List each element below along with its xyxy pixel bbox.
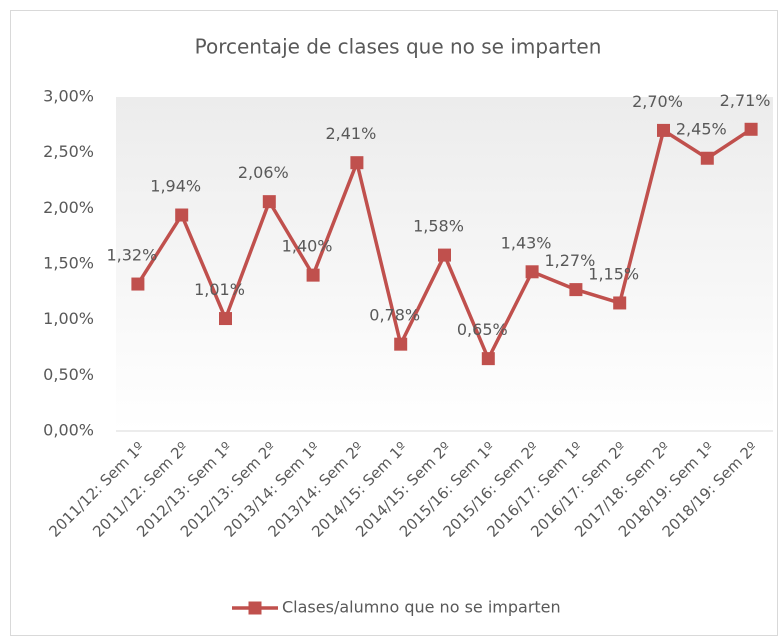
marker xyxy=(438,248,451,262)
chart-title: Porcentaje de clases que no se imparten xyxy=(195,35,602,59)
marker xyxy=(306,268,320,282)
data-label: 1,15% xyxy=(588,264,639,283)
legend-label: Clases/alumno que no se imparten xyxy=(282,598,561,617)
marker xyxy=(744,122,758,136)
data-label: 2,71% xyxy=(720,91,771,110)
data-label: 1,58% xyxy=(413,217,464,236)
legend-marker xyxy=(248,601,262,615)
marker xyxy=(657,123,670,137)
data-label: 1,27% xyxy=(544,251,595,270)
y-tick-label: 1,50% xyxy=(43,254,94,273)
y-tick-label: 0,00% xyxy=(43,421,94,440)
y-tick-label: 3,00% xyxy=(43,87,94,106)
y-tick-label: 1,00% xyxy=(43,309,94,328)
y-tick-label: 2,00% xyxy=(43,198,94,217)
data-label: 0,65% xyxy=(457,320,508,339)
marker xyxy=(262,195,276,209)
y-tick-label: 2,50% xyxy=(43,142,94,161)
marker xyxy=(525,265,539,279)
marker xyxy=(131,277,145,291)
marker xyxy=(394,337,408,351)
data-label: 1,40% xyxy=(282,237,333,256)
data-label: 0,78% xyxy=(369,306,420,325)
data-label: 2,06% xyxy=(238,163,289,182)
y-tick-label: 0,50% xyxy=(43,365,94,384)
data-label: 1,43% xyxy=(501,233,552,252)
data-label: 1,94% xyxy=(150,177,201,196)
data-label: 1,01% xyxy=(194,280,245,299)
data-label: 1,32% xyxy=(106,246,157,265)
marker xyxy=(481,352,495,366)
marker xyxy=(175,208,189,222)
data-label: 2,45% xyxy=(676,120,727,139)
marker xyxy=(613,296,627,310)
marker xyxy=(350,156,364,170)
marker xyxy=(219,312,232,326)
data-label: 2,41% xyxy=(325,124,376,143)
marker xyxy=(569,283,583,297)
marker xyxy=(700,151,714,165)
data-label: 2,70% xyxy=(632,92,683,111)
